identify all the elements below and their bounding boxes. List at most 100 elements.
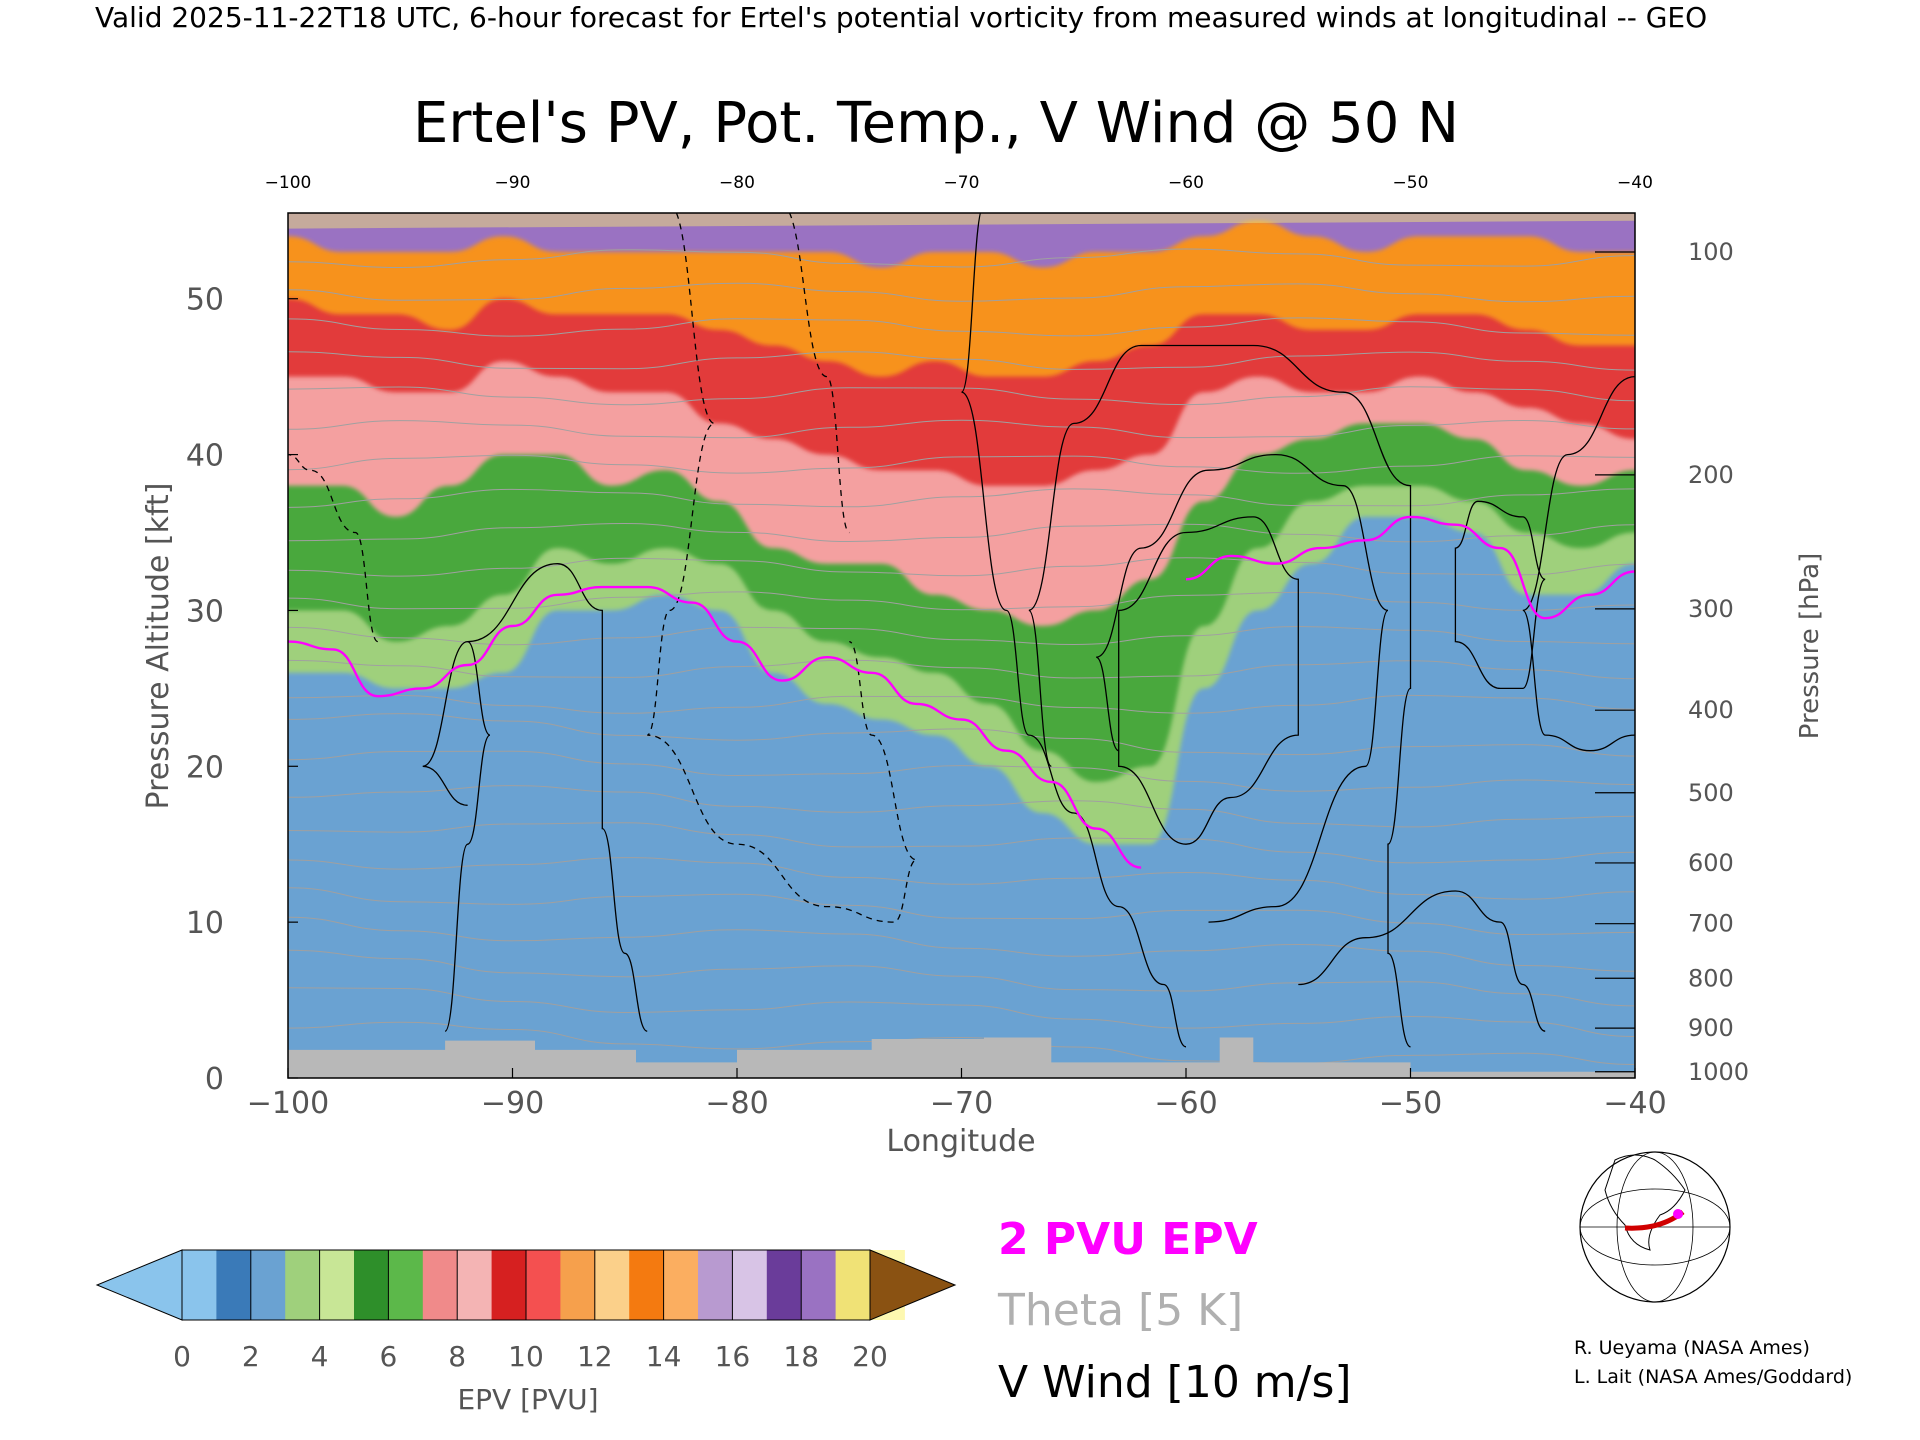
colorbar-tick-label: 8 bbox=[448, 1340, 466, 1373]
colorbar-tick-label: 18 bbox=[783, 1340, 819, 1373]
x-tick-label: −90 bbox=[481, 1086, 544, 1121]
pv-band-18 bbox=[288, 213, 1635, 229]
colorbar-segment bbox=[250, 1250, 286, 1320]
colorbar-over-arrow bbox=[869, 1249, 957, 1321]
colorbar-tick-label: 16 bbox=[715, 1340, 751, 1373]
y2-axis-label: Pressure [hPa] bbox=[1795, 553, 1825, 740]
colorbar-segment bbox=[766, 1250, 802, 1320]
y-axis-right-pressure: 100 200 300 400 500 600 700 800 900 1000 bbox=[1595, 238, 1749, 1086]
theta-contour bbox=[288, 822, 1635, 864]
chart-title: Ertel's PV, Pot. Temp., V Wind @ 50 N bbox=[413, 91, 1459, 156]
y-tick-label: 20 bbox=[186, 750, 224, 785]
theta-contour bbox=[288, 949, 1635, 1007]
pressure-tick-label: 900 bbox=[1688, 1014, 1734, 1042]
colorbar-segment bbox=[560, 1250, 596, 1320]
colorbar-frame bbox=[181, 1249, 871, 1321]
v-wind-contour bbox=[288, 453, 379, 643]
colorbar-under-arrow bbox=[95, 1249, 183, 1321]
pv2-contour-layer bbox=[288, 515, 1635, 869]
colorbar-label: EPV [PVU] bbox=[457, 1383, 598, 1416]
legend: 2 PVU EPV Theta [5 K] V Wind [10 m/s] bbox=[997, 1214, 1352, 1408]
x-tick-label: −50 bbox=[1379, 1086, 1442, 1121]
colorbar-segment bbox=[491, 1250, 527, 1320]
y-tick-label: 40 bbox=[186, 439, 224, 474]
x-top-tick-label: −60 bbox=[1168, 173, 1204, 193]
colorbar-segment bbox=[526, 1250, 561, 1320]
x-axis: −100 −90 −80 −70 −60 −50 −40 bbox=[247, 1068, 1667, 1121]
theta-contour bbox=[288, 351, 1635, 371]
colorbar-tick-label: 12 bbox=[577, 1340, 613, 1373]
theta-contour bbox=[288, 317, 1635, 337]
v-wind-contour bbox=[1028, 344, 1412, 1048]
pressure-tick-label: 700 bbox=[1688, 910, 1734, 938]
credit-line-2: L. Lait (NASA Ames/Goddard) bbox=[1574, 1366, 1852, 1388]
x-tick-label: −80 bbox=[705, 1086, 768, 1121]
colorbar-tick-label: 20 bbox=[852, 1340, 888, 1373]
pressure-tick-label: 500 bbox=[1688, 779, 1734, 807]
x-top-tick-label: −90 bbox=[495, 173, 531, 193]
v-wind-contours bbox=[288, 213, 1635, 1048]
terrain-mask bbox=[288, 1037, 1635, 1078]
colorbar-segment bbox=[698, 1250, 733, 1320]
pressure-tick-label: 300 bbox=[1688, 595, 1734, 623]
valid-time-header: Valid 2025-11-22T18 UTC, 6-hour forecast… bbox=[95, 1, 1707, 34]
colorbar-segment bbox=[216, 1250, 252, 1320]
credit-line-1: R. Ueyama (NASA Ames) bbox=[1574, 1337, 1810, 1359]
theta-contour bbox=[288, 386, 1635, 406]
colorbar-tick-label: 14 bbox=[646, 1340, 682, 1373]
colorbar-tick-label: 10 bbox=[508, 1340, 544, 1373]
theta-contour bbox=[288, 887, 1635, 936]
x-axis-top: −100 −90 −80 −70 −60 −50 −40 bbox=[265, 173, 1653, 193]
theta-contour bbox=[288, 248, 1635, 269]
pv2-contour bbox=[288, 585, 1142, 869]
colorbar-segment bbox=[457, 1250, 493, 1320]
pressure-tick-label: 400 bbox=[1688, 696, 1734, 724]
colorbar-segment bbox=[422, 1250, 458, 1320]
pressure-tick-label: 200 bbox=[1688, 461, 1734, 489]
x-tick-label: −60 bbox=[1154, 1086, 1217, 1121]
y-tick-label: 50 bbox=[186, 283, 224, 318]
v-wind-contour bbox=[1522, 375, 1635, 752]
pressure-tick-label: 600 bbox=[1688, 849, 1734, 877]
terrain-fill bbox=[288, 1037, 1635, 1078]
v-wind-contour bbox=[1298, 890, 1546, 1032]
colorbar-tick-label: 0 bbox=[173, 1340, 191, 1373]
y-tick-label: 30 bbox=[186, 594, 224, 629]
colorbar-segment bbox=[319, 1250, 355, 1320]
theta-contour bbox=[288, 282, 1635, 303]
v-wind-contour bbox=[422, 563, 648, 1032]
pv2-contour bbox=[1185, 515, 1635, 620]
theta-contour bbox=[288, 694, 1635, 714]
legend-pv2: 2 PVU EPV bbox=[998, 1214, 1258, 1265]
colorbar-segment bbox=[594, 1250, 630, 1320]
legend-theta: Theta [5 K] bbox=[997, 1285, 1243, 1336]
theta-contour bbox=[288, 419, 1635, 439]
v-wind-contour bbox=[1454, 500, 1546, 690]
theta-contour bbox=[288, 857, 1635, 900]
x-top-tick-label: −70 bbox=[944, 173, 980, 193]
theta-contour bbox=[288, 987, 1635, 1037]
colorbar-tick-label: 6 bbox=[379, 1340, 397, 1373]
colorbar-segment bbox=[182, 1250, 217, 1320]
x-tick-label: −70 bbox=[930, 1086, 993, 1121]
x-tick-label: −100 bbox=[247, 1086, 329, 1121]
y-tick-label: 10 bbox=[186, 906, 224, 941]
colorbar-segment bbox=[835, 1250, 871, 1320]
theta-contour bbox=[288, 1021, 1635, 1065]
colorbar-segment bbox=[663, 1250, 699, 1320]
colorbar-segment bbox=[285, 1250, 321, 1320]
x-top-tick-label: −40 bbox=[1617, 173, 1653, 193]
pressure-tick-label: 800 bbox=[1688, 964, 1734, 992]
theta-contour bbox=[288, 713, 1635, 757]
theta-contour bbox=[288, 785, 1635, 828]
v-wind-contour bbox=[646, 213, 917, 923]
v-wind-contour bbox=[1095, 453, 1389, 923]
v-wind-contour bbox=[960, 213, 1187, 1048]
theta-contours bbox=[288, 248, 1635, 1065]
colorbar: 0 2 4 6 8 10 12 14 16 18 20 bbox=[95, 1249, 957, 1373]
theta-contour bbox=[288, 454, 1635, 474]
pressure-tick-label: 100 bbox=[1688, 238, 1734, 266]
x-top-tick-label: −50 bbox=[1393, 173, 1429, 193]
locator-map bbox=[1579, 1151, 1731, 1303]
